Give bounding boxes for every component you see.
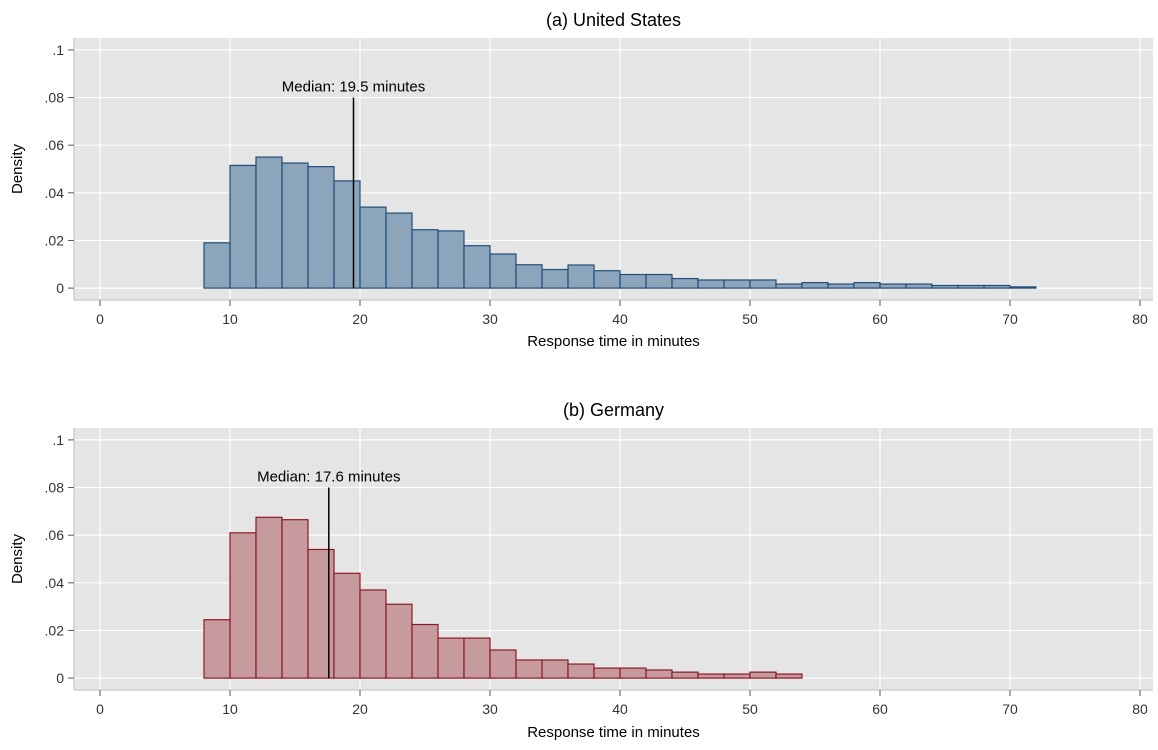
y-tick-label: .08	[45, 480, 65, 496]
histogram-bar	[359, 206, 387, 289]
histogram-bar	[593, 270, 621, 289]
x-axis-label: Response time in minutes	[527, 333, 700, 350]
histogram-bar	[905, 283, 933, 289]
y-tick-label: .1	[52, 42, 64, 58]
x-tick-label: 50	[742, 311, 758, 327]
median-label: Median: 17.6 minutes	[257, 469, 400, 486]
x-tick-label: 30	[482, 701, 498, 717]
histogram-bar	[541, 659, 569, 679]
histogram-bar	[541, 268, 569, 289]
histogram-bar	[1009, 286, 1037, 289]
x-tick-label: 80	[1132, 311, 1148, 327]
histogram-bar	[983, 284, 1011, 289]
histogram-bar	[775, 673, 803, 679]
median-label: Median: 19.5 minutes	[282, 79, 425, 96]
histogram-bar	[281, 519, 309, 679]
histogram-bar	[307, 548, 335, 679]
histogram-bar	[749, 279, 777, 289]
histogram-bar	[645, 669, 673, 679]
histogram-bar	[489, 253, 517, 289]
y-axis-label: Density	[9, 143, 26, 194]
histogram-bar	[333, 180, 361, 289]
histogram-bar	[775, 283, 803, 289]
histogram-bar	[437, 637, 465, 679]
x-tick-label: 70	[1002, 311, 1018, 327]
x-tick-label: 0	[96, 701, 104, 717]
x-tick-label: 20	[352, 311, 368, 327]
histogram-bar	[853, 282, 881, 289]
histogram-bar	[385, 603, 413, 679]
y-tick-label: .08	[45, 90, 65, 106]
y-tick-label: .06	[45, 527, 65, 543]
x-tick-label: 10	[222, 701, 238, 717]
histogram-bar	[515, 659, 543, 679]
y-tick-label: .04	[45, 575, 65, 591]
x-tick-label: 10	[222, 311, 238, 327]
x-tick-label: 30	[482, 311, 498, 327]
x-axis-label: Response time in minutes	[527, 724, 700, 741]
histogram-bar	[489, 649, 517, 679]
chart-panel-1: Median: 19.5 minutes 0 .02 .04 .06 .08 .1 0 10 20…	[9, 10, 1153, 350]
histogram-bar	[749, 671, 777, 679]
histogram-bar	[645, 273, 673, 289]
chart-title: (b) Germany	[563, 400, 664, 420]
histogram-bar	[307, 166, 335, 289]
y-tick-label: .02	[45, 232, 65, 248]
histogram-bar	[801, 282, 829, 289]
histogram-bar	[359, 589, 387, 679]
histogram-bar	[515, 264, 543, 289]
histogram-bar	[671, 671, 699, 679]
histogram-bar	[203, 242, 231, 289]
x-tick-label: 80	[1132, 701, 1148, 717]
histogram-bar	[255, 516, 283, 679]
histogram-bar	[697, 279, 725, 289]
histogram-bar	[697, 673, 725, 679]
x-tick-label: 0	[96, 311, 104, 327]
histogram-bar	[567, 264, 595, 289]
x-tick-label: 70	[1002, 701, 1018, 717]
x-tick-label: 60	[872, 311, 888, 327]
histogram-bar	[281, 162, 309, 289]
x-tick-label: 20	[352, 701, 368, 717]
y-tick-label: .1	[52, 432, 64, 448]
histogram-bar	[437, 230, 465, 289]
histogram-bar	[619, 667, 647, 679]
histogram-bar	[333, 572, 361, 679]
x-tick-label: 40	[612, 701, 628, 717]
histogram-bar	[229, 532, 257, 679]
histogram-bar	[619, 273, 647, 289]
histogram-bar	[255, 156, 283, 289]
chart-panel-2: Median: 17.6 minutes 0 .02 .04 .06 .08 .1 0 10 20…	[9, 400, 1153, 741]
histogram-bar	[567, 663, 595, 679]
histogram-bar	[879, 283, 907, 289]
histogram-bar	[723, 673, 751, 679]
histogram-bar	[671, 277, 699, 289]
y-tick-label: .06	[45, 137, 65, 153]
histogram-bar	[411, 229, 439, 289]
histogram-bar	[957, 284, 985, 289]
histogram-bar	[229, 164, 257, 289]
y-tick-label: 0	[56, 280, 64, 296]
histogram-bar	[827, 283, 855, 289]
x-tick-label: 40	[612, 311, 628, 327]
histogram-bar	[931, 284, 959, 289]
x-tick-label: 60	[872, 701, 888, 717]
histogram-bar	[593, 667, 621, 679]
x-tick-label: 50	[742, 701, 758, 717]
histogram-bar	[411, 623, 439, 679]
histogram-bar	[463, 245, 491, 289]
y-tick-label: 0	[56, 670, 64, 686]
histogram-bar	[723, 279, 751, 289]
y-tick-label: .04	[45, 185, 65, 201]
histogram-bar	[203, 619, 231, 679]
histogram-bar	[463, 637, 491, 679]
y-tick-label: .02	[45, 622, 65, 638]
y-axis-label: Density	[9, 533, 26, 584]
histogram-bar	[385, 212, 413, 289]
chart-title: (a) United States	[546, 10, 681, 30]
